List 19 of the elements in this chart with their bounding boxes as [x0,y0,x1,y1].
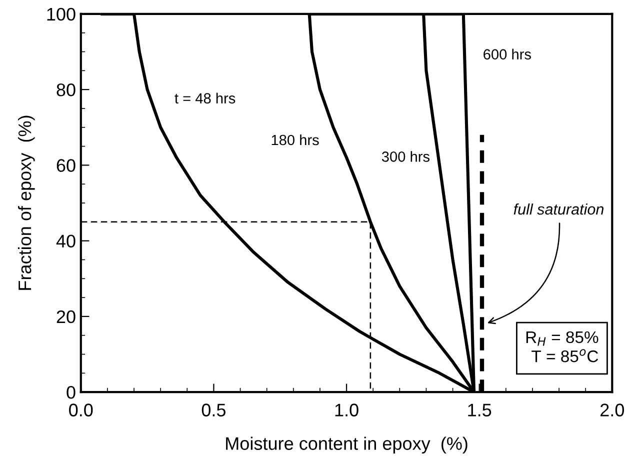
y-axis-title: Fraction of epoxy (%) [18,116,35,290]
annotation: R$_{H}$ = 85% T = 85$^{o}$C [526,331,598,362]
y-tick-label: 100 [47,8,76,21]
annotation: full saturation [514,203,604,215]
x-tick-label: 2.0 [600,404,624,416]
series-label: 180 hrs [272,134,319,146]
y-tick-label: 40 [56,234,76,248]
x-tick-label: 0.5 [202,404,226,416]
x-tick-label: 0.0 [69,404,93,416]
x-tick-label: 1.5 [468,404,492,416]
x-axis-title: Moisture content in epoxy (%) [226,436,468,454]
series-label: t = 48 hrs [174,92,236,104]
y-tick-label: 80 [56,83,76,96]
y-tick-label: 60 [56,159,76,172]
series-label: 600 hrs [484,48,531,60]
series-label: 300 hrs [382,151,430,162]
x-tick-label: 1.0 [335,404,358,416]
y-tick-label: 0 [66,386,76,399]
y-tick-label: 20 [56,310,76,324]
